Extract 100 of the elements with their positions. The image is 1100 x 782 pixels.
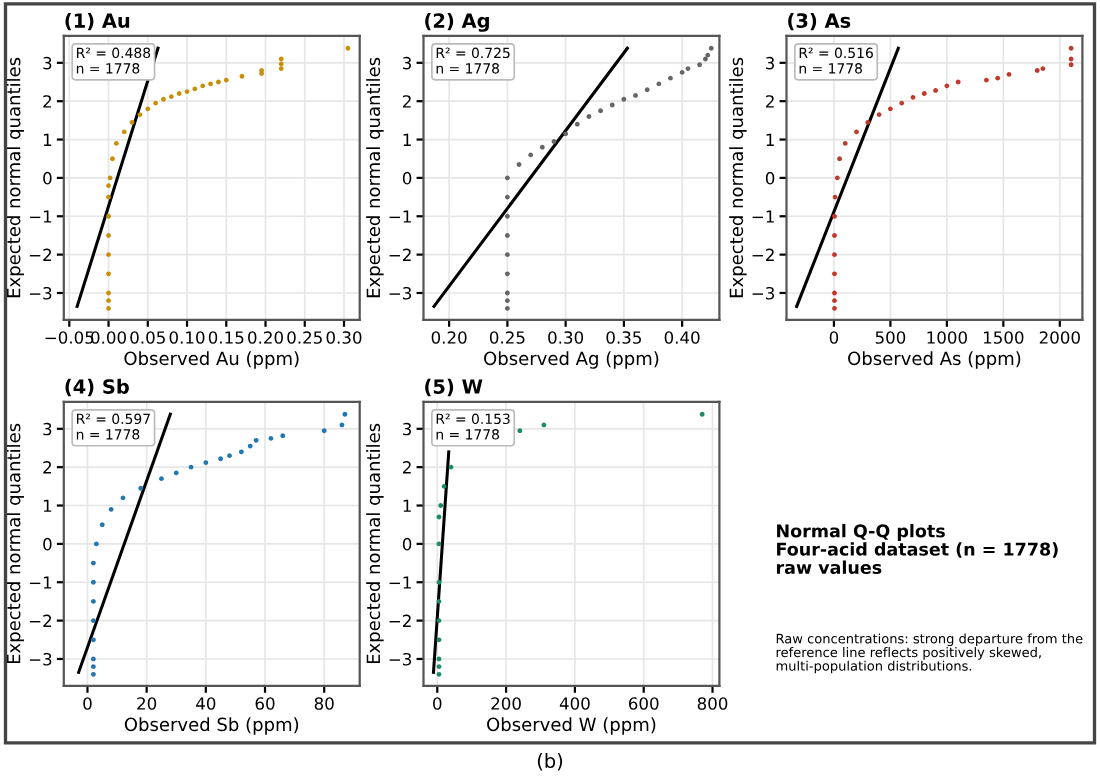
x-tick-label: 0.00 [91, 331, 126, 344]
y-tick-label: 3 [43, 422, 52, 436]
x-tick-label: 0.05 [130, 331, 165, 344]
y-tick-label: 1 [766, 133, 774, 146]
point [517, 428, 523, 434]
point [504, 298, 510, 304]
y-tick-label: 0 [402, 171, 412, 185]
point [504, 213, 510, 219]
x-axis-title: Observed W (ppm) [487, 717, 656, 735]
x-tick-label: 600 [628, 697, 659, 710]
x-tick-label: 40 [196, 697, 216, 710]
y-axis-title: Expected normal quantiles [6, 57, 24, 298]
point [239, 73, 245, 79]
point [436, 637, 442, 643]
x-axis-title: Observed Ag (ppm) [484, 351, 659, 369]
chart-title: (4) Sb [65, 378, 129, 397]
y-tick-label: 3 [403, 56, 412, 70]
point [436, 671, 442, 677]
y-tick-label: 3 [766, 56, 775, 70]
point [90, 637, 96, 643]
y-tick-label: 2 [766, 95, 774, 108]
y-tick-label: −1 [29, 210, 52, 223]
x-tick-label: 0.40 [664, 331, 700, 344]
x-tick-label: 800 [697, 697, 728, 710]
y-tick-label: −2 [389, 248, 411, 261]
y-tick-label: −3 [389, 286, 412, 300]
x-tick-label: 0 [83, 697, 92, 710]
point [278, 56, 284, 62]
point [342, 411, 348, 417]
x-tick-label: 0.25 [489, 331, 525, 344]
x-tick-label: 0 [829, 331, 839, 344]
chart-title: (5) W [425, 378, 483, 397]
y-tick-label: 2 [403, 95, 411, 108]
point [1006, 71, 1012, 77]
point [644, 87, 650, 93]
point [995, 75, 1001, 81]
x-tick-label: 0.10 [169, 331, 205, 344]
text: (b) [537, 753, 563, 771]
x-tick-label: 20 [137, 697, 157, 710]
point [129, 119, 135, 125]
x-tick-label: −0.05 [45, 331, 94, 344]
x-tick-label: 0.15 [208, 331, 244, 344]
y-tick-label: −1 [389, 576, 411, 589]
point [153, 100, 159, 106]
x-tick-label: 500 [875, 331, 906, 344]
point [90, 671, 96, 677]
x-tick-label: 0.20 [248, 331, 283, 344]
x-axis-title: Observed As (ppm) [848, 351, 1021, 369]
y-tick-label: −3 [29, 286, 52, 300]
point [621, 96, 627, 102]
point [842, 140, 848, 146]
point [278, 61, 284, 67]
point [504, 194, 510, 200]
x-tick-label: 1500 [983, 331, 1024, 344]
y-tick-label: −1 [29, 576, 52, 589]
x-tick-label: 0.20 [431, 331, 467, 344]
point [504, 305, 510, 311]
point [708, 45, 714, 51]
x-tick-label: 60 [255, 697, 275, 710]
y-tick-label: 0 [402, 537, 412, 551]
point [504, 252, 510, 258]
point [93, 541, 99, 547]
point [436, 579, 442, 585]
point [238, 449, 244, 455]
x-axis-title: Observed Sb (ppm) [124, 717, 299, 735]
x-axis-title: Observed Au (ppm) [124, 351, 299, 369]
point [280, 433, 286, 439]
y-tick-label: −1 [752, 210, 774, 223]
y-tick-label: −2 [389, 614, 411, 627]
x-tick-label: 200 [491, 697, 521, 710]
point [90, 579, 96, 585]
y-axis-title: Expected normal quantiles [6, 423, 24, 664]
point [268, 435, 274, 441]
y-tick-label: −3 [29, 652, 52, 666]
x-tick-label: 0.30 [548, 331, 584, 344]
point [1068, 45, 1074, 51]
point [138, 485, 144, 491]
point [113, 140, 119, 146]
y-tick-label: −2 [29, 614, 52, 627]
point [441, 483, 447, 489]
y-tick-label: 2 [43, 461, 52, 474]
point [656, 81, 662, 87]
point [504, 175, 510, 181]
point [253, 437, 259, 443]
point [173, 470, 179, 476]
x-tick-label: 80 [314, 697, 334, 710]
point [504, 271, 510, 277]
y-tick-label: 1 [43, 499, 52, 512]
point [609, 102, 615, 108]
point [834, 175, 840, 181]
point [899, 100, 905, 106]
point [90, 664, 96, 670]
text: Normal Q-Q plots Four-acid dataset (n = 1778) raw values [776, 523, 1058, 575]
y-tick-label: 2 [43, 95, 52, 108]
point [321, 428, 327, 434]
point [944, 83, 950, 89]
y-tick-label: 3 [43, 56, 52, 70]
y-tick-label: −2 [29, 248, 52, 261]
point [99, 522, 105, 528]
y-tick-label: 1 [43, 133, 52, 146]
